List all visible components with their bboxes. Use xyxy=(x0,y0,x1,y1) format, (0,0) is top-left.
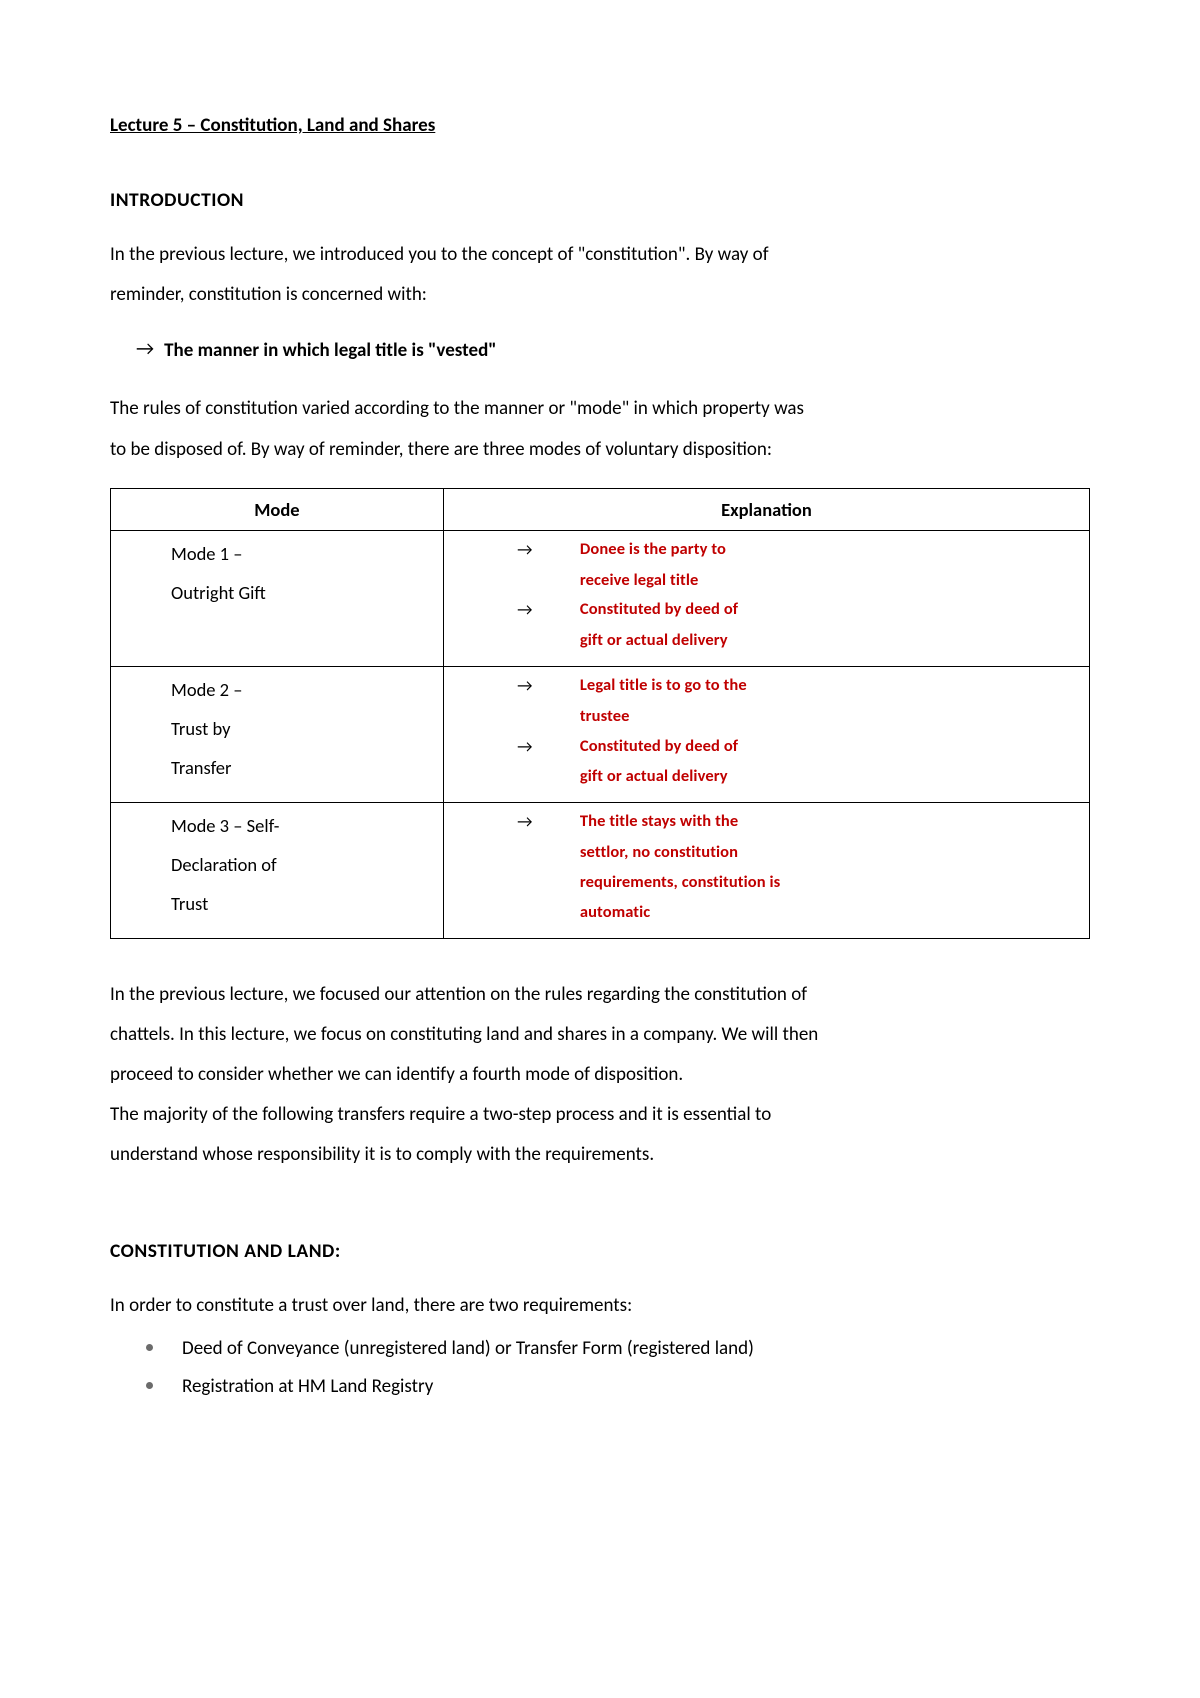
intro-p2b: to be disposed of. By way of reminder, t… xyxy=(110,432,1090,468)
mode-line: Trust by xyxy=(171,710,423,749)
table-header-row: Mode Explanation xyxy=(111,488,1090,530)
arrow-icon: → xyxy=(470,732,580,762)
mode-cell: Mode 3 – Self- Declaration of Trust xyxy=(111,803,444,938)
mode-line: Declaration of xyxy=(171,846,423,885)
mode-line: Outright Gift xyxy=(171,574,423,613)
exp-line: → Donee is the party to xyxy=(470,535,1071,565)
exp-line: → Legal title is to go to the xyxy=(470,671,1071,701)
intro-arrow-text: The manner in which legal title is "vest… xyxy=(164,333,496,369)
intro-paragraph-1: In the previous lecture, we introduced y… xyxy=(110,237,1090,313)
exp-line: settlor, no constitution xyxy=(470,838,1071,867)
exp-text: receive legal title xyxy=(580,566,699,595)
exp-text: Constituted by deed of xyxy=(580,732,738,761)
intro-p1a: In the previous lecture, we introduced y… xyxy=(110,237,1090,273)
exp-line: automatic xyxy=(470,898,1071,927)
exp-line: → The title stays with the xyxy=(470,807,1071,837)
lecture-title: Lecture 5 – Constitution, Land and Share… xyxy=(110,108,1090,144)
header-explanation: Explanation xyxy=(443,488,1089,530)
exp-text: gift or actual delivery xyxy=(580,626,728,655)
exp-text: requirements, constitution is xyxy=(580,868,781,897)
exp-text: automatic xyxy=(580,898,650,927)
mid-p5: understand whose responsibility it is to… xyxy=(110,1137,1090,1173)
exp-line: trustee xyxy=(470,702,1071,731)
land-heading: CONSTITUTION AND LAND: xyxy=(110,1233,1090,1270)
exp-text: Constituted by deed of xyxy=(580,595,738,624)
mid-p4: The majority of the following transfers … xyxy=(110,1097,1090,1133)
arrow-icon: → xyxy=(136,333,154,365)
exp-line: requirements, constitution is xyxy=(470,868,1071,897)
list-item: Registration at HM Land Registry xyxy=(146,1368,1090,1406)
mode-cell: Mode 1 – Outright Gift xyxy=(111,530,444,666)
exp-line: gift or actual delivery xyxy=(470,626,1071,655)
mode-line: Mode 3 – Self- xyxy=(171,807,423,846)
mode-cell: Mode 2 – Trust by Transfer xyxy=(111,667,444,803)
header-mode: Mode xyxy=(111,488,444,530)
exp-text: gift or actual delivery xyxy=(580,762,728,791)
list-item: Deed of Conveyance (unregistered land) o… xyxy=(146,1330,1090,1368)
exp-line: gift or actual delivery xyxy=(470,762,1071,791)
table-row: Mode 1 – Outright Gift → Donee is the pa… xyxy=(111,530,1090,666)
explanation-cell: → Donee is the party to receive legal ti… xyxy=(443,530,1089,666)
table-row: Mode 3 – Self- Declaration of Trust → Th… xyxy=(111,803,1090,938)
arrow-icon: → xyxy=(470,671,580,701)
exp-line: receive legal title xyxy=(470,566,1071,595)
arrow-icon: → xyxy=(470,535,580,565)
intro-heading: INTRODUCTION xyxy=(110,182,1090,219)
explanation-cell: → The title stays with the settlor, no c… xyxy=(443,803,1089,938)
intro-paragraph-2: The rules of constitution varied accordi… xyxy=(110,391,1090,467)
intro-p1b: reminder, constitution is concerned with… xyxy=(110,277,1090,313)
mid-p1: In the previous lecture, we focused our … xyxy=(110,977,1090,1013)
land-requirements-list: Deed of Conveyance (unregistered land) o… xyxy=(110,1330,1090,1406)
mid-paragraph: In the previous lecture, we focused our … xyxy=(110,977,1090,1173)
table-row: Mode 2 – Trust by Transfer → Legal title… xyxy=(111,667,1090,803)
exp-text: Donee is the party to xyxy=(580,535,726,564)
modes-table: Mode Explanation Mode 1 – Outright Gift … xyxy=(110,488,1090,939)
mid-p3: proceed to consider whether we can ident… xyxy=(110,1057,1090,1093)
exp-text: The title stays with the xyxy=(580,807,738,836)
land-intro: In order to constitute a trust over land… xyxy=(110,1288,1090,1324)
arrow-icon: → xyxy=(470,595,580,625)
exp-text: trustee xyxy=(580,702,630,731)
exp-text: settlor, no constitution xyxy=(580,838,738,867)
mode-line: Mode 1 – xyxy=(171,535,423,574)
mode-line: Trust xyxy=(171,885,423,924)
explanation-cell: → Legal title is to go to the trustee → … xyxy=(443,667,1089,803)
mode-line: Mode 2 – xyxy=(171,671,423,710)
exp-line: → Constituted by deed of xyxy=(470,595,1071,625)
arrow-icon: → xyxy=(470,807,580,837)
exp-line: → Constituted by deed of xyxy=(470,732,1071,762)
intro-p2a: The rules of constitution varied accordi… xyxy=(110,391,1090,427)
exp-text: Legal title is to go to the xyxy=(580,671,747,700)
mid-p2: chattels. In this lecture, we focus on c… xyxy=(110,1017,1090,1053)
mode-line: Transfer xyxy=(171,749,423,788)
intro-arrow-item: → The manner in which legal title is "ve… xyxy=(110,333,1090,369)
